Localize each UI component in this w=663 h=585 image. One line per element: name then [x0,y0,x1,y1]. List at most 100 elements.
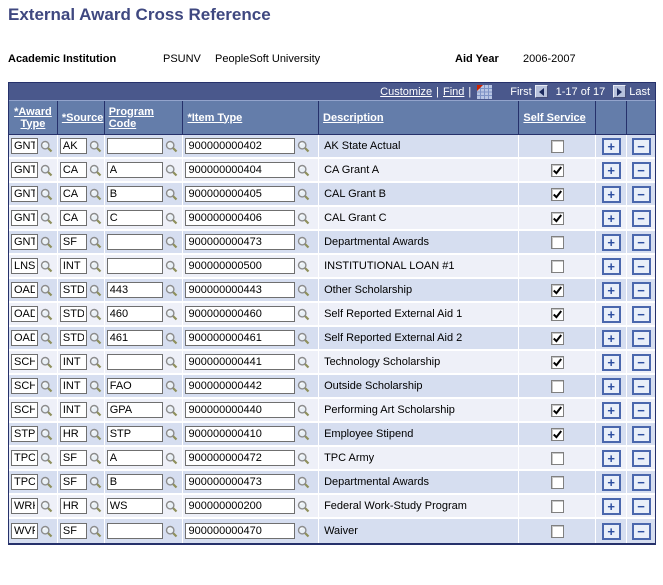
self-service-checkbox[interactable] [550,187,564,201]
add-row-button[interactable]: + [601,185,621,203]
add-row-button[interactable]: + [601,353,621,371]
lookup-icon[interactable] [297,188,310,201]
add-row-button[interactable]: + [601,305,621,323]
column-header-program-code[interactable]: Program Code [105,101,184,134]
lookup-icon[interactable] [165,452,178,465]
lookup-icon[interactable] [297,236,310,249]
add-row-button[interactable]: + [601,449,621,467]
lookup-icon[interactable] [40,332,53,345]
add-row-button[interactable]: + [601,377,621,395]
item-type-input[interactable] [185,426,296,442]
delete-row-button[interactable]: − [631,401,651,419]
lookup-icon[interactable] [89,236,102,249]
lookup-icon[interactable] [89,260,102,273]
delete-row-button[interactable]: − [631,353,651,371]
program-code-input[interactable] [106,186,163,202]
source-input[interactable] [59,354,87,370]
lookup-icon[interactable] [89,356,102,369]
delete-row-button[interactable]: − [631,497,651,515]
pager-last-label[interactable]: Last [629,85,650,98]
lookup-icon[interactable] [40,380,53,393]
delete-row-button[interactable]: − [631,522,651,540]
column-header-source[interactable]: *Source [58,101,105,134]
lookup-icon[interactable] [40,308,53,321]
self-service-checkbox[interactable] [550,211,564,225]
add-row-button[interactable]: + [601,425,621,443]
lookup-icon[interactable] [40,404,53,417]
add-row-button[interactable]: + [601,257,621,275]
pager-first-label[interactable]: First [510,85,532,98]
lookup-icon[interactable] [165,332,178,345]
source-input[interactable] [59,523,87,539]
lookup-icon[interactable] [165,476,178,489]
item-type-input[interactable] [185,282,296,298]
lookup-icon[interactable] [40,356,53,369]
item-type-input[interactable] [185,330,296,346]
award-type-input[interactable] [11,330,38,346]
lookup-icon[interactable] [89,500,102,513]
award-type-input[interactable] [11,234,38,250]
lookup-icon[interactable] [89,140,102,153]
lookup-icon[interactable] [165,356,178,369]
source-input[interactable] [59,282,87,298]
program-code-input[interactable] [106,523,163,539]
award-type-input[interactable] [11,474,38,490]
delete-row-button[interactable]: − [631,233,651,251]
lookup-icon[interactable] [89,452,102,465]
lookup-icon[interactable] [89,284,102,297]
delete-row-button[interactable]: − [631,185,651,203]
self-service-checkbox[interactable] [550,427,564,441]
item-type-input[interactable] [185,354,296,370]
award-type-input[interactable] [11,378,38,394]
add-row-button[interactable]: + [601,473,621,491]
program-code-input[interactable] [106,282,163,298]
item-type-input[interactable] [185,523,296,539]
program-code-input[interactable] [106,450,163,466]
source-input[interactable] [59,498,87,514]
delete-row-button[interactable]: − [631,137,651,155]
find-link[interactable]: Find [443,85,465,98]
next-page-button[interactable] [613,85,627,98]
lookup-icon[interactable] [165,308,178,321]
program-code-input[interactable] [106,498,163,514]
award-type-input[interactable] [11,450,38,466]
add-row-button[interactable]: + [601,329,621,347]
lookup-icon[interactable] [40,428,53,441]
award-type-input[interactable] [11,162,38,178]
lookup-icon[interactable] [89,308,102,321]
lookup-icon[interactable] [40,260,53,273]
program-code-input[interactable] [106,354,163,370]
lookup-icon[interactable] [89,164,102,177]
lookup-icon[interactable] [297,476,310,489]
lookup-icon[interactable] [297,284,310,297]
lookup-icon[interactable] [165,500,178,513]
source-input[interactable] [59,306,87,322]
delete-row-button[interactable]: − [631,305,651,323]
lookup-icon[interactable] [165,188,178,201]
program-code-input[interactable] [106,258,163,274]
award-type-input[interactable] [11,354,38,370]
source-input[interactable] [59,234,87,250]
lookup-icon[interactable] [297,260,310,273]
self-service-checkbox[interactable] [550,379,564,393]
lookup-icon[interactable] [297,308,310,321]
lookup-icon[interactable] [165,164,178,177]
source-input[interactable] [59,402,87,418]
source-input[interactable] [59,426,87,442]
delete-row-button[interactable]: − [631,425,651,443]
award-type-input[interactable] [11,258,38,274]
lookup-icon[interactable] [40,476,53,489]
lookup-icon[interactable] [297,380,310,393]
lookup-icon[interactable] [40,140,53,153]
award-type-input[interactable] [11,186,38,202]
program-code-input[interactable] [106,474,163,490]
program-code-input[interactable] [106,234,163,250]
lookup-icon[interactable] [297,525,310,538]
lookup-icon[interactable] [297,332,310,345]
lookup-icon[interactable] [297,356,310,369]
add-row-button[interactable]: + [601,233,621,251]
program-code-input[interactable] [106,210,163,226]
lookup-icon[interactable] [40,452,53,465]
program-code-input[interactable] [106,378,163,394]
delete-row-button[interactable]: − [631,209,651,227]
